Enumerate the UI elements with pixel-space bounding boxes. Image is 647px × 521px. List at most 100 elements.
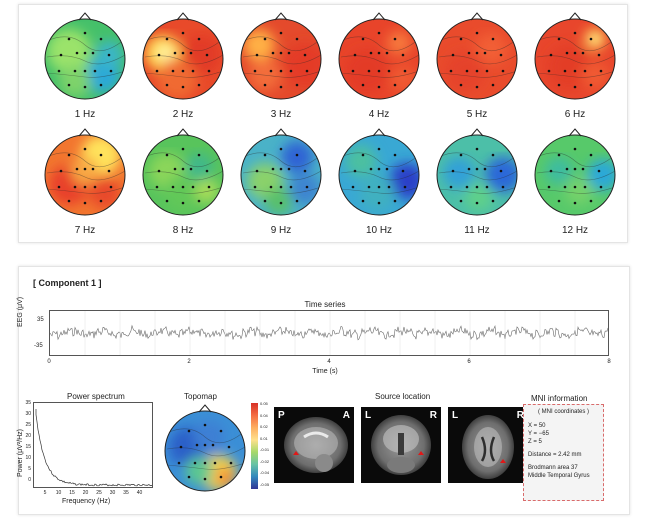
topomap-label: 1 Hz bbox=[74, 109, 96, 120]
electrode-dot bbox=[557, 199, 561, 203]
topomap-12hz: 12 Hz bbox=[529, 127, 621, 236]
electrode-dot bbox=[303, 169, 307, 173]
power-spectrum-xtick: 15 bbox=[69, 490, 75, 496]
electrode-dot bbox=[93, 185, 97, 189]
electrode-dot bbox=[75, 167, 79, 171]
electrode-dot bbox=[83, 51, 87, 55]
electrode-dot bbox=[165, 199, 169, 203]
electrode-dot bbox=[279, 51, 283, 55]
electrode-dot bbox=[403, 185, 407, 189]
electrode-dot bbox=[279, 147, 283, 151]
electrode-dot bbox=[67, 153, 71, 157]
electrode-dot bbox=[295, 199, 299, 203]
electrode-dot bbox=[57, 69, 61, 73]
electrode-dot bbox=[467, 167, 471, 171]
electrode-dot bbox=[205, 53, 209, 57]
electrode-dot bbox=[377, 147, 381, 151]
electrode-dot bbox=[287, 167, 291, 171]
colorbar-tick: 0.02 bbox=[260, 424, 268, 429]
electrode-dot bbox=[449, 69, 453, 73]
electrode-dot bbox=[263, 37, 267, 41]
mri-sagittal-view: P A bbox=[274, 407, 354, 483]
electrode-dot bbox=[483, 51, 487, 55]
electrode-dot bbox=[279, 31, 283, 35]
time-series-xtick: 2 bbox=[187, 359, 191, 365]
power-spectrum-curve bbox=[35, 409, 153, 487]
electrode-dot bbox=[387, 185, 391, 189]
mri-coronal-view: L R bbox=[361, 407, 441, 483]
topomap-7hz: 7 Hz bbox=[39, 127, 131, 236]
electrode-dot bbox=[353, 169, 357, 173]
electrode-dot bbox=[459, 83, 463, 87]
electrode-dot bbox=[573, 51, 577, 55]
electrode-dot bbox=[177, 461, 181, 465]
colorbar-tick: -0.02 bbox=[260, 458, 270, 464]
electrode-dot bbox=[597, 169, 601, 173]
electrode-dot bbox=[385, 51, 389, 55]
power-spectrum-title: Power spectrum bbox=[67, 392, 125, 401]
electrode-dot bbox=[589, 83, 593, 87]
electrode-dot bbox=[589, 199, 593, 203]
electrode-dot bbox=[491, 37, 495, 41]
colorbar-tick: -0.01 bbox=[260, 447, 270, 452]
electrode-dot bbox=[187, 475, 191, 479]
electrode-dot bbox=[581, 167, 585, 171]
electrode-dot bbox=[187, 429, 191, 433]
electrode-dot bbox=[75, 51, 79, 55]
electrode-dot bbox=[83, 185, 87, 189]
electrode-dot bbox=[165, 37, 169, 41]
electrode-dot bbox=[377, 85, 381, 89]
electrode-dot bbox=[155, 185, 159, 189]
electrode-dot bbox=[83, 31, 87, 35]
electrode-dot bbox=[377, 51, 381, 55]
electrode-dot bbox=[59, 53, 63, 57]
electrode-dot bbox=[271, 167, 275, 171]
power-spectrum-ytick: 5 bbox=[28, 466, 31, 472]
electrode-dot bbox=[377, 69, 381, 73]
electrode-dot bbox=[565, 167, 569, 171]
electrode-dot bbox=[573, 85, 577, 89]
electrode-dot bbox=[305, 69, 309, 73]
topomap-9hz: 9 Hz bbox=[235, 127, 327, 236]
electrode-dot bbox=[165, 153, 169, 157]
mri-label: R bbox=[429, 410, 437, 421]
electrode-dot bbox=[197, 153, 201, 157]
electrode-dot bbox=[589, 153, 593, 157]
electrode-dot bbox=[203, 461, 207, 465]
time-series-ytick: -35 bbox=[34, 343, 43, 349]
electrode-dot bbox=[253, 69, 257, 73]
electrode-dot bbox=[583, 69, 587, 73]
electrode-dot bbox=[263, 153, 267, 157]
electrode-dot bbox=[393, 83, 397, 87]
electrode-dot bbox=[99, 37, 103, 41]
electrode-dot bbox=[475, 85, 479, 89]
power-spectrum-ytick: 25 bbox=[25, 422, 31, 428]
power-spectrum-ytick: 35 bbox=[25, 400, 31, 406]
topomap-2hz: 2 Hz bbox=[137, 11, 229, 120]
topomap-label: 12 Hz bbox=[561, 225, 589, 236]
electrode-dot bbox=[377, 167, 381, 171]
electrode-dot bbox=[451, 53, 455, 57]
time-series-xtick: 8 bbox=[607, 359, 611, 365]
electrode-dot bbox=[563, 69, 567, 73]
mri-label: R bbox=[516, 410, 524, 421]
electrode-dot bbox=[565, 51, 569, 55]
electrode-dot bbox=[475, 167, 479, 171]
electrode-dot bbox=[57, 185, 61, 189]
colorbar-tick: -0.04 bbox=[260, 470, 270, 475]
electrode-dot bbox=[361, 37, 365, 41]
electrode-dot bbox=[369, 51, 373, 55]
electrode-dot bbox=[229, 461, 233, 465]
electrode-dot bbox=[475, 185, 479, 189]
electrode-dot bbox=[547, 185, 551, 189]
electrode-dot bbox=[485, 185, 489, 189]
electrode-dot bbox=[467, 51, 471, 55]
electrode-dot bbox=[279, 201, 283, 205]
electrode-dot bbox=[451, 169, 455, 173]
electrode-dot bbox=[279, 69, 283, 73]
power-spectrum-xtick: 40 bbox=[136, 490, 143, 496]
electrode-dot bbox=[255, 169, 259, 173]
colorbar-tick: 0.01 bbox=[260, 435, 268, 441]
electrode-dot bbox=[295, 83, 299, 87]
mni-area: Brodmann area 37 bbox=[528, 465, 578, 471]
